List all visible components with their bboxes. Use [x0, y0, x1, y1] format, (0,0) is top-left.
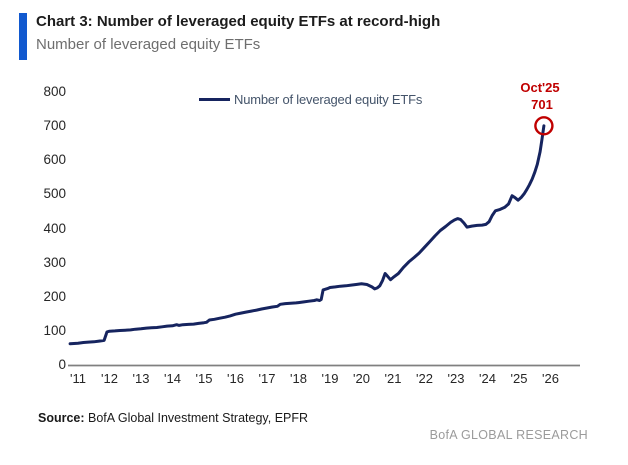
x-axis-tick-label: '25: [510, 371, 528, 386]
source-note: Source: BofA Global Investment Strategy,…: [38, 411, 308, 425]
y-axis-tick-label: 700: [43, 118, 66, 134]
x-axis-tick-label: '22: [416, 371, 433, 386]
x-axis-tick-label: '15: [195, 371, 213, 386]
line-chart: [68, 116, 580, 367]
y-axis-tick-label: 300: [43, 254, 66, 270]
title-accent-bar: [19, 13, 27, 60]
x-axis-tick-label: '12: [101, 371, 118, 386]
x-axis-tick-label: '18: [290, 371, 307, 386]
y-axis-tick-label: 400: [43, 220, 66, 236]
y-axis-tick-label: 800: [43, 84, 66, 99]
legend-label: Number of leveraged equity ETFs: [234, 92, 423, 107]
legend: Number of leveraged equity ETFs: [199, 92, 422, 107]
x-axis-tick-label: '20: [353, 371, 370, 386]
y-axis-tick-label: 600: [43, 152, 66, 168]
y-axis-tick-label: 0: [58, 357, 66, 372]
x-axis-tick-label: '24: [479, 371, 496, 386]
x-axis-tick-label: '16: [227, 371, 244, 386]
source-label: Source:: [38, 411, 85, 425]
x-axis-tick-label: '13: [132, 371, 150, 386]
y-axis-tick-label: 500: [43, 186, 66, 202]
x-axis-tick-label: '11: [70, 371, 86, 386]
y-axis-tick-label: 200: [43, 288, 66, 304]
annotation-date-label: Oct'25: [520, 80, 560, 95]
x-axis-tick-label: '17: [258, 371, 276, 386]
legend-line-swatch: [199, 98, 230, 101]
chart-subtitle: Number of leveraged equity ETFs: [36, 36, 261, 53]
chart-title: Chart 3: Number of leveraged equity ETFs…: [36, 13, 441, 30]
source-text: BofA Global Investment Strategy, EPFR: [84, 411, 309, 425]
x-axis-tick-label: '19: [321, 371, 339, 386]
x-axis-tick-label: '14: [164, 371, 181, 386]
brand-logo-text: BofA GLOBAL RESEARCH: [429, 428, 588, 442]
x-axis-tick-label: '23: [447, 371, 465, 386]
annotation-value-label: 701: [531, 97, 553, 112]
x-axis-tick-label: '26: [542, 371, 559, 386]
x-axis-tick-label: '21: [384, 371, 402, 386]
y-axis-tick-label: 100: [43, 322, 66, 338]
